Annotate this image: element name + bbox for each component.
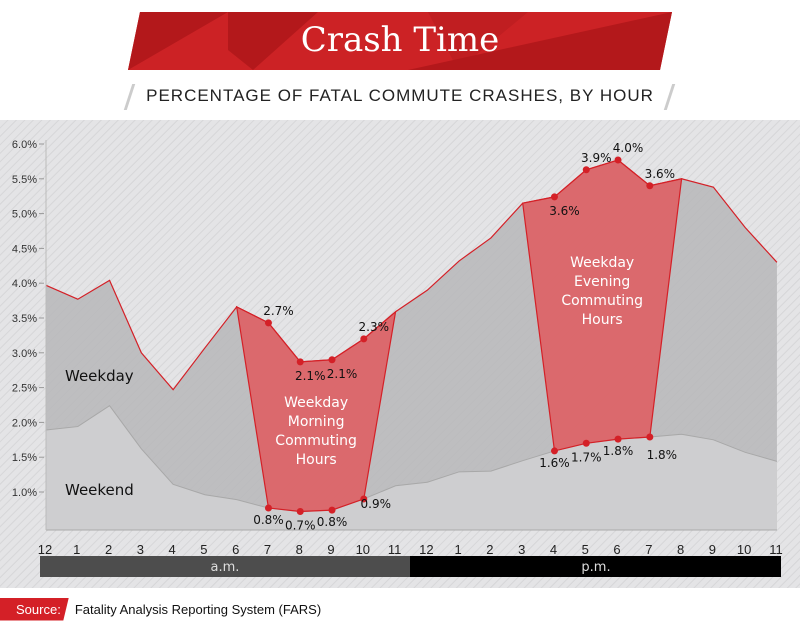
weekend-point: [360, 495, 368, 503]
x-tick-label: 12: [38, 542, 52, 557]
weekend-point: [296, 507, 304, 515]
x-tick-label: 1: [73, 542, 80, 557]
chart: 6.0% 5.5% 5.0% 4.5% 4.0% 3.5% 3.0% 2.5% 2.0% 1.5%…: [0, 120, 800, 588]
x-tick-label: 11: [388, 542, 402, 557]
x-tick-label: 4: [169, 542, 176, 557]
x-tick-label: 8: [296, 542, 303, 557]
y-tick-label: 5.5%: [12, 174, 37, 186]
weekend-point: [328, 506, 336, 514]
x-tick-label: 5: [200, 542, 207, 557]
weekend-data-label: 0.7%: [285, 518, 316, 532]
weekend-data-label: 1.6%: [539, 456, 570, 470]
highlight-label: Evening: [574, 274, 630, 290]
weekend-line: [45, 405, 778, 512]
weekend-point: [646, 433, 654, 441]
series-label-weekend: Weekend: [65, 481, 134, 499]
weekday-data-label: 2.1%: [295, 369, 326, 383]
weekend-point: [582, 439, 590, 447]
weekend-data-label: 1.7%: [571, 450, 602, 464]
commute-highlight: [235, 305, 397, 513]
weekday-data-label: 2.3%: [359, 320, 390, 334]
highlight-label: Commuting: [561, 293, 643, 309]
weekend-point: [550, 447, 558, 455]
x-tick-label: 6: [232, 542, 239, 557]
y-tick-label: 2.0%: [12, 417, 37, 429]
weekend-data-label: 1.8%: [603, 444, 634, 458]
highlight-label: Weekday: [284, 395, 348, 411]
x-tick-label: 7: [264, 542, 271, 557]
weekday-data-label: 4.0%: [613, 141, 644, 155]
chart-title: Crash Time: [300, 20, 500, 60]
x-tick-label: 9: [709, 542, 716, 557]
weekend-data-label: 0.8%: [253, 513, 284, 527]
weekend-data-label: 0.9%: [361, 497, 392, 511]
weekend-data-label: 1.8%: [647, 448, 678, 462]
highlight-label: Hours: [582, 312, 623, 328]
series-label-weekday: Weekday: [65, 367, 134, 385]
x-tick-label: 1: [455, 542, 462, 557]
y-tick-label: 5.0%: [12, 209, 37, 221]
x-tick-label: 2: [105, 542, 112, 557]
x-tick-label: 3: [137, 542, 144, 557]
y-tick-label: 2.5%: [12, 383, 37, 395]
weekday-data-label: 3.6%: [549, 204, 580, 218]
x-tick-label: 2: [486, 542, 493, 557]
weekday-point: [264, 319, 272, 327]
x-tick-label: 10: [737, 542, 751, 557]
source-text: Fatality Analysis Reporting System (FARS…: [74, 601, 322, 617]
source-note: Source: Fatality Analysis Reporting Syst…: [0, 597, 321, 621]
weekday-point: [614, 156, 622, 164]
y-tick-label: 4.5%: [12, 243, 37, 255]
weekday-point: [328, 356, 336, 364]
weekend-data-label: 0.8%: [317, 515, 348, 529]
x-tick-label: 11: [769, 542, 783, 557]
y-tick-label: 3.0%: [12, 348, 37, 360]
weekday-point: [550, 193, 558, 201]
weekday-point: [646, 182, 654, 190]
x-tick-label: 6: [613, 542, 620, 557]
y-tick-label: 6.0%: [12, 139, 37, 151]
x-tick-label: 5: [582, 542, 589, 557]
weekday-point: [360, 335, 368, 343]
highlight-label: Morning: [288, 414, 345, 430]
y-tick-label: 1.5%: [12, 452, 37, 464]
x-tick-label: 12: [419, 542, 433, 557]
weekday-data-label: 2.7%: [263, 304, 294, 318]
y-tick-label: 4.0%: [12, 278, 37, 290]
weekend-point: [614, 435, 622, 443]
x-tick-label: 9: [327, 542, 334, 557]
source-label: Source:: [0, 597, 69, 621]
pm-bar: [410, 556, 781, 577]
weekday-data-label: 2.1%: [327, 367, 358, 381]
am-label: a.m.: [211, 560, 240, 575]
weekday-point: [296, 358, 304, 366]
x-tick-label: 4: [550, 542, 557, 557]
weekday-data-label: 3.6%: [645, 167, 676, 181]
x-tick-label: 10: [356, 542, 370, 557]
highlight-label: Hours: [296, 452, 337, 468]
x-tick-label: 8: [677, 542, 684, 557]
weekday-data-label: 3.9%: [581, 151, 612, 165]
highlight-label: Commuting: [275, 433, 357, 449]
x-tick-label: 7: [645, 542, 652, 557]
weekday-point: [582, 166, 590, 174]
x-tick-label: 3: [518, 542, 525, 557]
highlight-label: Weekday: [570, 255, 634, 271]
chart-subtitle: PERCENTAGE OF FATAL COMMUTE CRASHES, BY …: [146, 86, 654, 105]
title-banner: [128, 12, 672, 70]
y-tick-label: 1.0%: [12, 487, 37, 499]
am-bar: [40, 556, 410, 577]
y-tick-label: 3.5%: [12, 313, 37, 325]
weekend-point: [264, 504, 272, 512]
pm-label: p.m.: [581, 560, 610, 575]
commute-highlight: [522, 159, 683, 452]
